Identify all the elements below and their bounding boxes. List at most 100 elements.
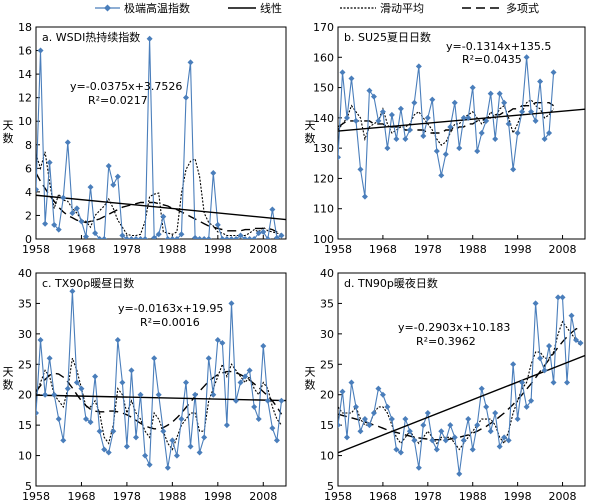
y-tick-label: 16 [18,45,32,58]
data-point [366,87,373,94]
legend-label-observed: 极端高温指数 [124,1,190,15]
panel-c-series [36,288,286,471]
panel-c-equation: y=-0.0163x+19.95 [118,302,223,315]
data-point [101,446,108,453]
data-point [164,464,171,471]
data-point [119,232,126,239]
data-point [173,452,180,459]
data-point [242,373,249,380]
data-point [537,355,544,362]
data-point [465,114,472,121]
y-tick-label: 100 [313,233,334,246]
y-tick-label: 160 [313,51,334,64]
x-tick-label: 2008 [549,490,577,503]
data-point [269,425,276,432]
data-point [370,409,377,416]
legend-label-linear: 线性 [260,1,282,15]
y-tick-label: 4 [25,186,32,199]
data-point [114,336,121,343]
data-point [60,437,67,444]
data-point [160,428,167,435]
data-point [361,416,368,423]
data-point [151,234,158,239]
panel-a-wsdi: 0 2 4 6 8 10 12 14 16 18 1958 1968 1978 1988 1998 2008 天… [3,21,287,256]
data-point [343,114,350,121]
y-tick-label: 35 [320,297,334,310]
data-point [92,373,99,380]
linear-trend-line [36,194,286,221]
data-point [51,221,58,228]
data-point [577,339,584,346]
y-tick-label: 10 [320,450,334,463]
panel-b-series [338,54,585,200]
panel-b-r2: R²=0.0435 [462,53,522,66]
polynomial-fit-line [36,370,283,430]
panel-c-plot: 5 10 15 20 25 30 35 40 1958 1968 1978 1988 1998 2008 天… [3,267,287,503]
data-point [233,236,239,239]
data-point [42,391,49,398]
data-point [501,99,508,106]
panel-d-tn90p: 5 10 15 20 25 30 35 40 1958 1968 1978 1988 1998 2008 天… [305,267,586,503]
y-tick-label: 5 [25,480,32,493]
data-point [246,367,253,374]
data-point [406,126,413,133]
y-axis-label: 天 [305,366,316,379]
data-point [55,226,62,233]
y-tick-label: 130 [313,142,334,155]
data-point [242,236,249,239]
data-point [406,428,413,435]
x-tick-label: 1968 [369,490,397,503]
polynomial-fit-line [338,326,581,441]
y-tick-label: 10 [18,450,32,463]
data-point [456,145,463,152]
panel-c-tx90p: 5 10 15 20 25 30 35 40 1958 1968 1978 1988 1998 2008 天… [3,267,287,503]
data-point [255,416,262,423]
data-point [384,403,391,410]
data-point [201,236,208,239]
data-point [415,63,422,70]
data-point [46,355,53,362]
panel-d-series [338,294,585,477]
data-point [37,47,44,54]
data-point [214,221,221,228]
data-point [339,388,346,395]
data-point [83,233,89,239]
data-point [78,385,85,392]
data-point [532,300,539,307]
data-point [474,148,481,155]
moving-average-line [36,151,282,237]
data-point [478,130,485,136]
x-tick-label: 2008 [249,490,277,503]
data-point [541,367,548,374]
data-point [338,154,341,161]
data-point [69,288,76,295]
data-point [160,213,167,220]
data-point [370,93,377,100]
data-point [51,391,58,398]
panel-a-plot: 0 2 4 6 8 10 12 14 16 18 1958 1968 1978 1988 1998 2008 天… [3,21,287,256]
data-point [510,361,517,368]
data-point [273,234,280,239]
data-point [397,449,404,456]
y-tick-label: 170 [313,21,334,34]
data-point [219,339,226,346]
data-point [87,419,94,426]
data-point [192,234,199,239]
data-point [64,139,71,146]
data-point [492,409,499,416]
x-tick-label: 1968 [67,490,95,503]
data-point [420,422,427,429]
data-point [105,449,112,456]
data-point [496,443,503,450]
y-tick-label: 6 [25,162,32,175]
data-point [46,159,53,166]
data-point [469,446,476,453]
data-point [210,170,217,177]
data-point [260,343,267,350]
moving-average-line [338,320,581,451]
y-tick-label: 20 [18,389,32,402]
data-point [146,35,153,42]
data-point [402,136,409,143]
data-point [196,449,203,456]
